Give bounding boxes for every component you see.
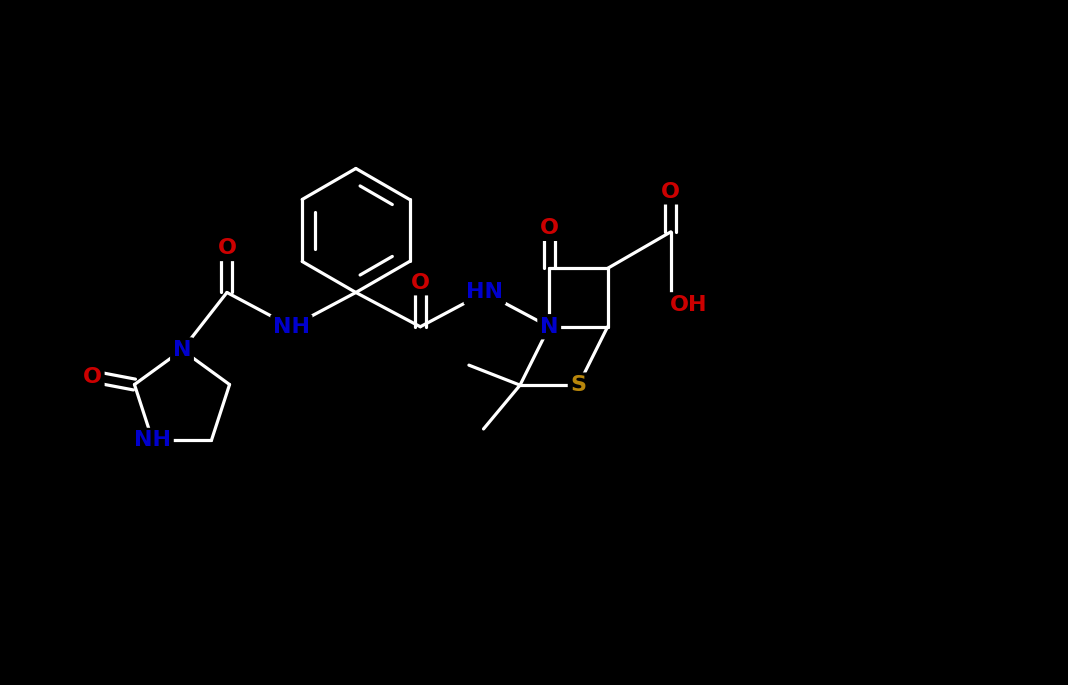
Text: N: N xyxy=(540,316,559,337)
Text: N: N xyxy=(173,340,191,360)
Text: O: O xyxy=(661,182,680,202)
Text: O: O xyxy=(83,366,101,386)
Text: O: O xyxy=(539,219,559,238)
Text: NH: NH xyxy=(135,430,171,451)
Text: OH: OH xyxy=(670,295,708,315)
Text: NH: NH xyxy=(273,316,310,337)
Text: O: O xyxy=(411,273,429,292)
Text: HN: HN xyxy=(467,282,503,303)
Text: O: O xyxy=(218,238,236,258)
Text: S: S xyxy=(570,375,586,395)
